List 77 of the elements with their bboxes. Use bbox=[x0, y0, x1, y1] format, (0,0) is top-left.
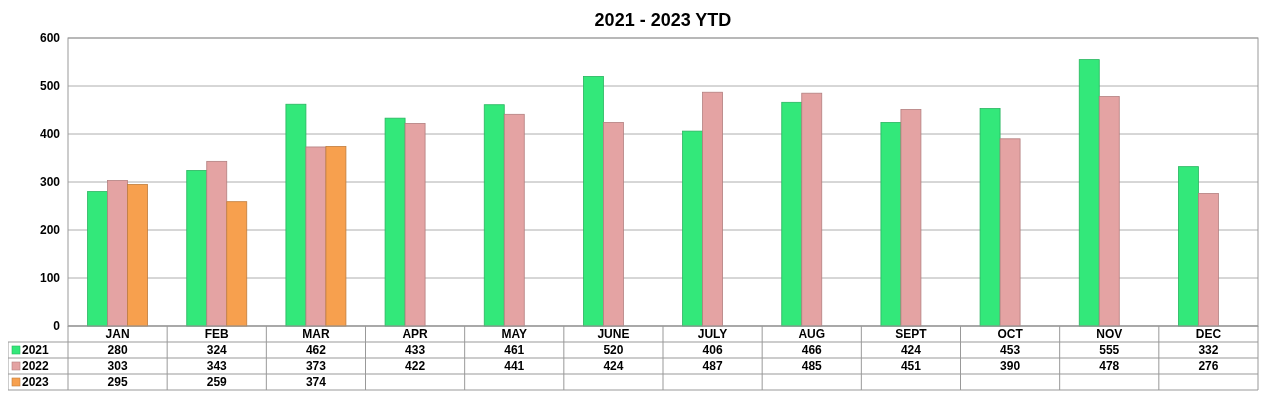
bar bbox=[1078, 59, 1100, 327]
x-tick-label: JUNE bbox=[597, 327, 630, 341]
bar bbox=[583, 76, 604, 327]
data-label: 424 bbox=[603, 359, 624, 373]
data-label: 466 bbox=[801, 343, 823, 357]
x-tick-label: NOV bbox=[1096, 327, 1123, 341]
y-tick-label: 500 bbox=[39, 79, 61, 93]
x-tick-label: SEPT bbox=[895, 327, 928, 341]
bar bbox=[801, 92, 823, 327]
bar bbox=[979, 108, 1001, 327]
data-label: 390 bbox=[1000, 359, 1021, 373]
data-label: 462 bbox=[305, 343, 327, 357]
y-tick-label: 200 bbox=[39, 223, 61, 237]
bar bbox=[483, 104, 505, 327]
bar bbox=[1178, 166, 1199, 327]
data-label: 295 bbox=[107, 375, 128, 389]
y-tick-label: 600 bbox=[39, 31, 61, 45]
data-label: 424 bbox=[900, 343, 922, 357]
bar bbox=[999, 138, 1021, 327]
bar bbox=[384, 117, 406, 327]
bar bbox=[305, 146, 327, 327]
bar bbox=[127, 184, 148, 327]
data-label: 520 bbox=[603, 343, 624, 357]
y-tick-label: 100 bbox=[39, 271, 61, 285]
bar bbox=[325, 146, 347, 327]
data-label: 441 bbox=[504, 359, 525, 373]
x-tick-label: FEB bbox=[204, 327, 230, 341]
data-label: 280 bbox=[107, 343, 128, 357]
x-tick-label: AUG bbox=[798, 327, 826, 341]
data-label: 332 bbox=[1198, 343, 1219, 357]
bar bbox=[503, 113, 525, 327]
data-label: 259 bbox=[206, 375, 228, 389]
x-tick-label: OCT bbox=[997, 327, 1024, 341]
legend-label: 2022 bbox=[22, 359, 50, 373]
bar bbox=[226, 201, 248, 327]
bar bbox=[206, 160, 228, 327]
x-tick-label: APR bbox=[402, 327, 429, 341]
legend-label: 2023 bbox=[22, 375, 50, 389]
bar bbox=[880, 122, 902, 327]
data-label: 406 bbox=[702, 343, 723, 357]
y-tick-label: 0 bbox=[53, 319, 61, 333]
data-label: 343 bbox=[206, 359, 228, 373]
x-tick-label: MAY bbox=[501, 327, 528, 341]
data-label: 324 bbox=[206, 343, 228, 357]
bar bbox=[1198, 193, 1219, 327]
bar bbox=[186, 170, 208, 327]
x-tick-label: JAN bbox=[105, 327, 130, 341]
bar bbox=[603, 122, 624, 327]
data-label: 485 bbox=[801, 359, 823, 373]
bar bbox=[682, 130, 703, 327]
bar bbox=[781, 101, 803, 327]
data-label: 422 bbox=[405, 359, 426, 373]
bar bbox=[404, 123, 426, 327]
bar bbox=[285, 103, 307, 327]
chart-title: 2021 - 2023 YTD bbox=[594, 10, 732, 30]
bar bbox=[702, 91, 723, 327]
bar bbox=[107, 180, 128, 327]
data-label: 461 bbox=[504, 343, 525, 357]
y-tick-label: 300 bbox=[39, 175, 61, 189]
x-tick-label: MAR bbox=[302, 327, 330, 341]
bar bbox=[1098, 96, 1120, 327]
data-label: 487 bbox=[702, 359, 723, 373]
y-tick-label: 400 bbox=[39, 127, 61, 141]
data-label: 433 bbox=[405, 343, 426, 357]
data-label: 478 bbox=[1099, 359, 1120, 373]
data-label: 555 bbox=[1099, 343, 1120, 357]
data-label: 451 bbox=[900, 359, 922, 373]
bar bbox=[87, 191, 108, 327]
data-label: 373 bbox=[305, 359, 327, 373]
legend-label: 2021 bbox=[22, 343, 50, 357]
data-label: 276 bbox=[1198, 359, 1219, 373]
bar bbox=[900, 109, 922, 327]
x-tick-label: JULY bbox=[697, 327, 728, 341]
x-tick-label: DEC bbox=[1195, 327, 1222, 341]
data-label: 303 bbox=[107, 359, 128, 373]
data-label: 374 bbox=[305, 375, 327, 389]
data-label: 453 bbox=[1000, 343, 1021, 357]
